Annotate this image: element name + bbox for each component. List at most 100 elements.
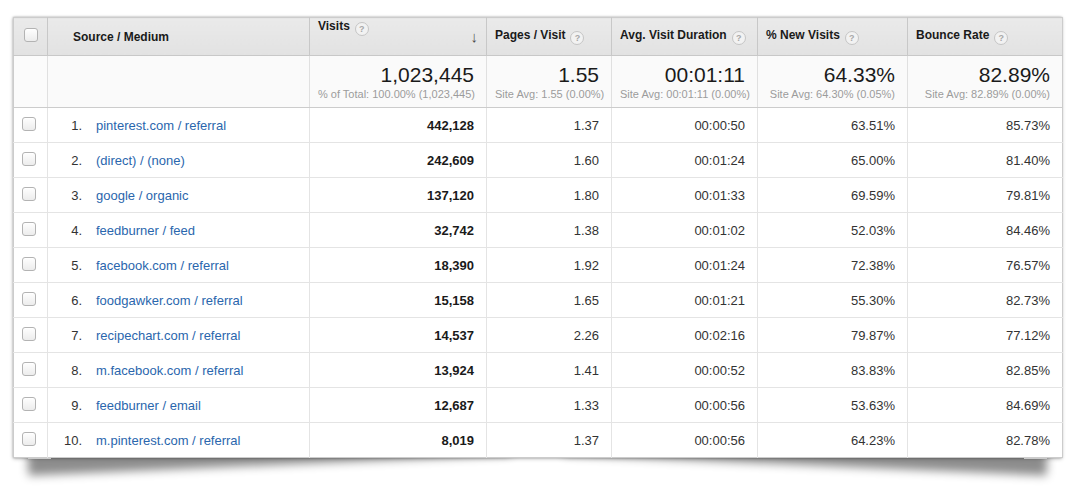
new-visits-cell: 72.38% (758, 248, 908, 283)
bounce-rate-label: Bounce Rate (916, 28, 989, 42)
pages-visit-cell: 1.33 (487, 388, 612, 423)
source-medium-cell: 1.pinterest.com / referral (48, 108, 310, 143)
new-visits-cell: 55.30% (758, 283, 908, 318)
table-row: 9.feedburner / email 12,687 1.33 00:00:5… (14, 388, 1063, 423)
pages-visit-cell: 1.38 (487, 213, 612, 248)
bounce-rate-cell: 81.40% (908, 143, 1063, 178)
avg-visit-duration-cell: 00:01:33 (612, 178, 758, 213)
summary-new-visits-cell: 64.33% Site Avg: 64.30% (0.05%) (758, 56, 908, 108)
source-medium-link[interactable]: facebook.com / referral (96, 258, 229, 273)
source-medium-cell: 4.feedburner / feed (48, 213, 310, 248)
bounce-rate-cell: 84.69% (908, 388, 1063, 423)
total-visits-value: 1,023,445 (318, 63, 474, 87)
visits-cell: 242,609 (310, 143, 487, 178)
source-medium-link[interactable]: m.facebook.com / referral (96, 363, 243, 378)
avg-duration-value: 00:01:11 (620, 63, 745, 87)
table-header-row: Source / Medium Visits?↓ Pages / Visit? … (14, 18, 1063, 56)
traffic-sources-table: Source / Medium Visits?↓ Pages / Visit? … (13, 17, 1063, 458)
source-medium-link[interactable]: recipechart.com / referral (96, 328, 241, 343)
bounce-rate-help-icon[interactable]: ? (994, 31, 1008, 45)
table-row: 1.pinterest.com / referral 442,128 1.37 … (14, 108, 1063, 143)
row-number: 9. (56, 398, 82, 413)
row-checkbox[interactable] (22, 432, 36, 446)
row-number: 6. (56, 293, 82, 308)
avg-visit-duration-cell: 00:00:56 (612, 388, 758, 423)
source-medium-link[interactable]: pinterest.com / referral (96, 118, 226, 133)
source-medium-link[interactable]: feedburner / feed (96, 223, 195, 238)
row-checkbox[interactable] (22, 187, 36, 201)
column-header-visits[interactable]: Visits?↓ (310, 18, 487, 56)
row-checkbox[interactable] (22, 257, 36, 271)
pages-visit-cell: 1.92 (487, 248, 612, 283)
new-visits-cell: 63.51% (758, 108, 908, 143)
avg-pages-subtext: Site Avg: 1.55 (0.00%) (495, 87, 599, 101)
source-medium-link[interactable]: feedburner / email (96, 398, 201, 413)
row-checkbox-cell (14, 318, 48, 353)
source-medium-link[interactable]: foodgawker.com / referral (96, 293, 243, 308)
avg-visit-duration-cell: 00:02:16 (612, 318, 758, 353)
bounce-rate-cell: 82.78% (908, 423, 1063, 458)
pages-visit-help-icon[interactable]: ? (570, 31, 584, 45)
summary-visits-cell: 1,023,445 % of Total: 100.00% (1,023,445… (310, 56, 487, 108)
table-row: 8.m.facebook.com / referral 13,924 1.41 … (14, 353, 1063, 388)
row-checkbox[interactable] (22, 327, 36, 341)
table-row: 10.m.pinterest.com / referral 8,019 1.37… (14, 423, 1063, 458)
avg-visit-duration-help-icon[interactable]: ? (732, 31, 746, 45)
source-medium-link[interactable]: m.pinterest.com / referral (96, 433, 241, 448)
select-all-checkbox[interactable] (24, 28, 38, 42)
summary-duration-cell: 00:01:11 Site Avg: 00:01:11 (0.00%) (612, 56, 758, 108)
avg-bounce-subtext: Site Avg: 82.89% (0.00%) (916, 87, 1050, 101)
new-visits-help-icon[interactable]: ? (845, 31, 859, 45)
visits-cell: 14,537 (310, 318, 487, 353)
column-header-new-visits[interactable]: % New Visits? (758, 18, 908, 56)
column-header-source-medium[interactable]: Source / Medium (48, 18, 310, 56)
row-checkbox-cell (14, 143, 48, 178)
bounce-rate-cell: 79.81% (908, 178, 1063, 213)
visits-help-icon[interactable]: ? (355, 22, 369, 36)
row-number: 10. (56, 433, 82, 448)
source-medium-cell: 5. facebook.com / referral (48, 248, 310, 283)
bounce-rate-cell: 82.85% (908, 353, 1063, 388)
column-header-pages-visit[interactable]: Pages / Visit? (487, 18, 612, 56)
row-number: 5. (56, 258, 82, 273)
source-medium-cell: 7.recipechart.com / referral (48, 318, 310, 353)
new-visits-cell: 69.59% (758, 178, 908, 213)
row-number: 3. (56, 188, 82, 203)
source-medium-cell: 6. foodgawker.com / referral (48, 283, 310, 318)
row-checkbox[interactable] (22, 362, 36, 376)
sort-descending-icon[interactable]: ↓ (471, 19, 479, 55)
avg-visit-duration-cell: 00:01:24 (612, 248, 758, 283)
select-all-cell (14, 18, 48, 56)
new-visits-label: % New Visits (766, 28, 840, 42)
summary-totals-row: 1,023,445 % of Total: 100.00% (1,023,445… (14, 56, 1063, 108)
new-visits-cell: 65.00% (758, 143, 908, 178)
visits-cell: 18,390 (310, 248, 487, 283)
visits-cell: 32,742 (310, 213, 487, 248)
column-header-bounce-rate[interactable]: Bounce Rate? (908, 18, 1063, 56)
table-row: 6.foodgawker.com / referral 15,158 1.65 … (14, 283, 1063, 318)
table-row: 5. facebook.com / referral 18,390 1.92 00… (14, 248, 1063, 283)
source-medium-cell: 3. google / organic (48, 178, 310, 213)
column-header-avg-visit-duration[interactable]: Avg. Visit Duration? (612, 18, 758, 56)
avg-visit-duration-cell: 00:01:21 (612, 283, 758, 318)
avg-pages-value: 1.55 (495, 63, 599, 87)
row-checkbox[interactable] (22, 117, 36, 131)
source-medium-cell: 2. (direct) / (none) (48, 143, 310, 178)
row-checkbox[interactable] (22, 152, 36, 166)
row-checkbox[interactable] (22, 397, 36, 411)
row-number: 2. (56, 153, 82, 168)
analytics-table-sheet: Source / Medium Visits?↓ Pages / Visit? … (13, 17, 1062, 458)
summary-bounce-cell: 82.89% Site Avg: 82.89% (0.00%) (908, 56, 1063, 108)
table-row: 3.google / organic 137,120 1.80 00:01:33… (14, 178, 1063, 213)
summary-checkbox-cell (14, 56, 48, 108)
summary-pages-cell: 1.55 Site Avg: 1.55 (0.00%) (487, 56, 612, 108)
source-medium-link[interactable]: google / organic (96, 188, 189, 203)
row-checkbox[interactable] (22, 222, 36, 236)
table-row: 4.feedburner / feed 32,742 1.38 00:01:02… (14, 213, 1063, 248)
avg-visit-duration-cell: 00:01:02 (612, 213, 758, 248)
new-visits-cell: 64.23% (758, 423, 908, 458)
row-checkbox[interactable] (22, 292, 36, 306)
source-medium-link[interactable]: (direct) / (none) (96, 153, 185, 168)
table-row: 2.(direct) / (none) 242,609 1.60 00:01:2… (14, 143, 1063, 178)
row-checkbox-cell (14, 108, 48, 143)
